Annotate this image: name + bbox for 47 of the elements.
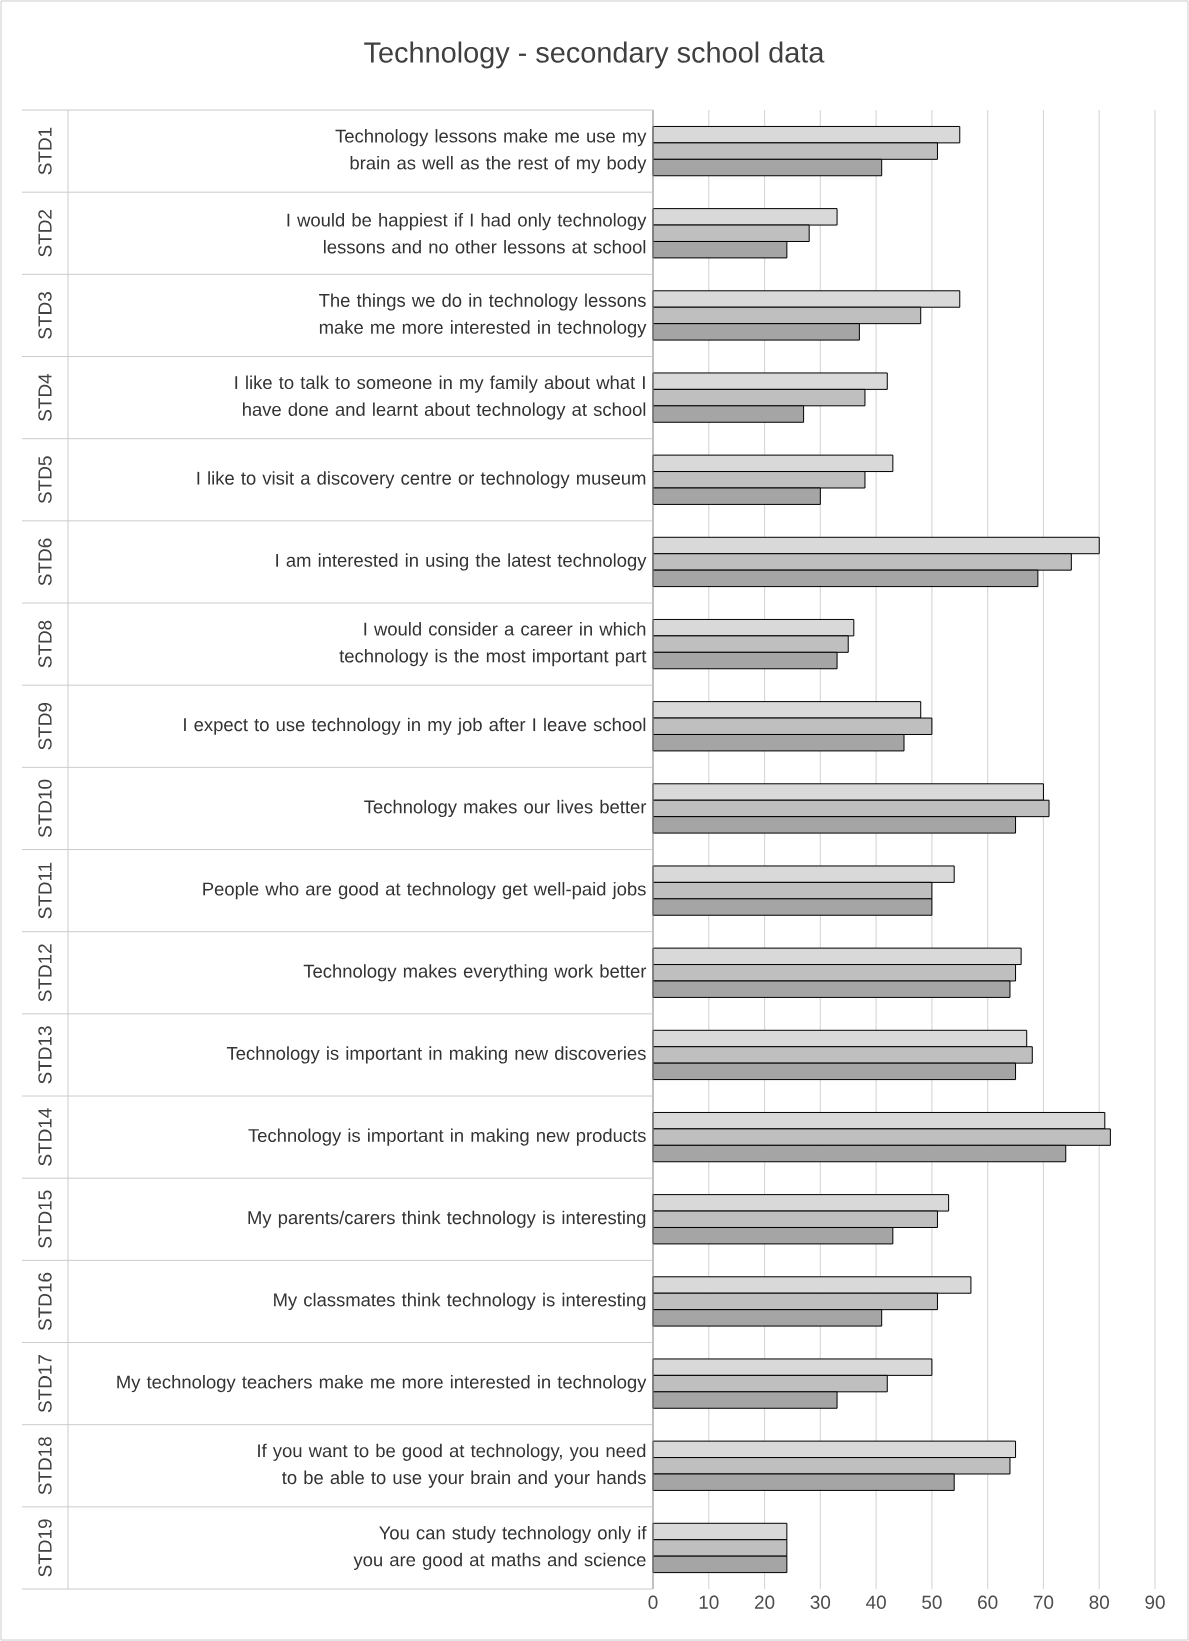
y-tick-label: Technology is important in making new products [248, 1128, 646, 1146]
x-tick-label: 40 [866, 1595, 886, 1609]
text: STD5 [38, 456, 52, 504]
text: STD4 [38, 373, 52, 421]
x-tick-label: 90 [1145, 1595, 1165, 1609]
text: STD15 [38, 1190, 52, 1248]
text: STD3 [38, 292, 52, 339]
y-tick-label: If you want to be good at technology, you need to be able to use your brain and your hands [258, 1443, 646, 1488]
y-tick-label: The things we do in technology lessons make me more interested in technology [319, 293, 647, 338]
text: STD6 [38, 538, 52, 586]
y-tick-label: I like to talk to someone in my family about what I have done and learnt about technology at school [235, 375, 646, 420]
y-tick-label: I would consider a career in which technology is the most important part [339, 622, 647, 667]
text: STD16 [38, 1272, 52, 1331]
text: STD19 [38, 1519, 52, 1577]
x-tick-label: 60 [978, 1595, 998, 1609]
y-tick-label: Technology is important in making new discoveries [226, 1046, 646, 1064]
text: STD1 [38, 127, 52, 175]
y-tick-label: Technology makes everything work better [303, 964, 647, 982]
y-tick-label: You can study technology only if you are good at maths and science [353, 1525, 647, 1570]
y-tick-label: Technology makes our lives better [364, 799, 647, 818]
x-tick-label: 50 [922, 1595, 942, 1609]
y-tick-label: People who are good at technology get well-paid jobs [203, 882, 646, 900]
y-tick-label: I am interested in using the latest technology [276, 553, 647, 571]
text: STD13 [38, 1026, 52, 1084]
y-tick-label: I like to visit a discovery centre or technology museum [197, 471, 646, 489]
text: STD9 [38, 702, 52, 750]
x-tick-label: 80 [1089, 1595, 1109, 1609]
text: STD8 [38, 620, 52, 668]
y-tick-label: My technology teachers make me more interested in technology [117, 1375, 647, 1393]
text: STD17 [38, 1355, 52, 1413]
y-tick-label: I expect to use technology in my job after I leave school [184, 717, 646, 735]
x-tick-label: 0 [648, 1595, 658, 1609]
y-tick-label: My parents/carers think technology is interesting [248, 1210, 646, 1228]
text: STD2 [38, 210, 52, 257]
text: STD18 [38, 1437, 52, 1495]
text: STD14 [38, 1108, 52, 1166]
x-tick-label: 20 [754, 1595, 775, 1609]
y-tick-label: I would be happiest if I had only technology lessons and no other lessons at school [287, 213, 647, 254]
text: STD11 [38, 862, 52, 919]
x-tick-label: 30 [810, 1595, 831, 1609]
x-tick-label: 70 [1033, 1595, 1054, 1609]
text: STD10 [38, 779, 52, 838]
y-tick-label: Technology lessons make me use my brain as well as the rest of my body [335, 129, 647, 174]
y-tick-label: My classmates think technology is interesting [274, 1292, 646, 1311]
x-tick-label: 10 [699, 1595, 719, 1609]
chart-title: Technology - secondary school data [364, 41, 825, 69]
text: STD12 [38, 944, 52, 1002]
